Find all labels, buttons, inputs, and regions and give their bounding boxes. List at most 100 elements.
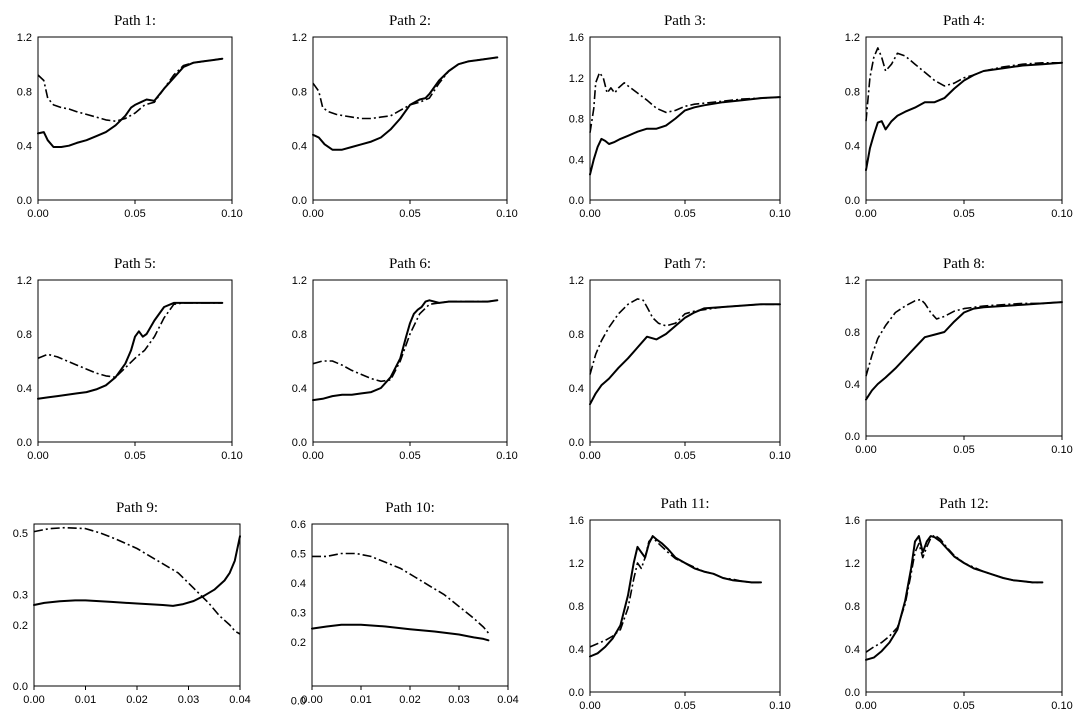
x-tick-label: 0.05 (674, 450, 695, 462)
x-tick-label: 0.10 (496, 208, 517, 220)
chart-title: Path 1: (114, 13, 156, 29)
y-tick-label: 0.0 (569, 437, 584, 449)
y-tick-label: 0.2 (13, 620, 28, 632)
chart-panel-path-4: Path 4: 0.0 0.4 0.8 1.2 0.00 0.05 0.10 (845, 13, 1073, 220)
y-tick-label: 0.0 (569, 687, 584, 699)
x-tick-label: 0.05 (124, 450, 145, 462)
y-tick-label: 0.0 (292, 437, 307, 449)
y-tick-label: 0.0 (845, 687, 860, 699)
chart-title: Path 9: (116, 500, 158, 516)
y-tick-label: 0.3 (291, 607, 306, 619)
y-tick-label: 1.6 (569, 515, 584, 527)
y-tick-label: 0.4 (569, 154, 584, 166)
plot-frame (312, 279, 508, 443)
y-tick-label: 0.0 (17, 195, 32, 207)
x-tick-label: 0.03 (178, 694, 199, 706)
x-tick-label: 0.10 (1051, 208, 1072, 220)
y-tick-label: 0.4 (845, 141, 860, 153)
y-tick-label: 0.3 (13, 589, 28, 601)
x-tick-label: 0.05 (674, 208, 695, 220)
dashdot-series-line (589, 536, 761, 648)
chart-title: Path 6: (389, 256, 431, 272)
dashdot-series-line (312, 299, 498, 383)
y-tick-label: 1.2 (569, 73, 584, 85)
dashdot-series-line (865, 47, 1062, 122)
x-tick-label: 0.10 (769, 450, 790, 462)
solid-series-line (589, 96, 781, 176)
y-tick-label: 0.4 (292, 141, 307, 153)
plot-frame (37, 36, 233, 201)
solid-series-line (865, 61, 1063, 172)
y-tick-label: 1.2 (845, 558, 860, 570)
y-tick-label: 0.4 (569, 644, 584, 656)
y-tick-label: 0.2 (291, 637, 306, 649)
solid-series-line (865, 301, 1063, 401)
x-tick-label: 0.00 (855, 208, 876, 220)
solid-series-line (33, 535, 241, 607)
y-tick-label: 1.2 (17, 32, 32, 44)
y-tick-label: 0.4 (845, 644, 860, 656)
x-tick-label: 0.00 (855, 700, 876, 712)
chart-title: Path 5: (114, 256, 156, 272)
x-tick-label: 0.10 (769, 208, 790, 220)
plot-frame (865, 519, 1063, 693)
chart-title: Path 11: (660, 496, 709, 512)
chart-panel-path-11: Path 11: 0.0 0.4 0.8 1.2 1.6 0.00 0.05 0.10 (569, 496, 791, 712)
chart-panel-path-7: Path 7: 0.0 0.4 0.8 1.2 0.00 0.05 0.10 (569, 256, 791, 462)
x-tick-label: 0.00 (301, 694, 322, 706)
plot-frame (311, 523, 509, 687)
y-tick-label: 0.5 (13, 528, 28, 540)
y-tick-label: 0.8 (845, 86, 860, 98)
x-tick-label: 0.02 (126, 694, 147, 706)
y-tick-label: 0.4 (845, 379, 860, 391)
chart-title: Path 7: (664, 256, 706, 272)
y-tick-label: 0.8 (569, 601, 584, 613)
solid-series-line (37, 57, 224, 148)
chart-panel-path-9: Path 9: 0.0 0.2 0.3 0.5 0.00 0.01 0.02 0.03 0.04 (13, 500, 251, 706)
dashdot-series-line (312, 552, 490, 634)
dashdot-series-line (589, 71, 781, 133)
x-tick-label: 0.00 (579, 208, 600, 220)
plot-frame (312, 36, 508, 201)
x-tick-label: 0.00 (579, 700, 600, 712)
y-tick-label: 1.2 (569, 558, 584, 570)
x-tick-label: 0.05 (124, 208, 145, 220)
x-tick-label: 0.02 (399, 694, 420, 706)
x-tick-label: 0.04 (229, 694, 250, 706)
plot-frame (589, 36, 781, 201)
y-tick-label: 0.0 (291, 696, 306, 708)
x-tick-label: 0.05 (674, 700, 695, 712)
x-tick-label: 0.05 (953, 444, 974, 456)
chart-panel-path-3: Path 3: 0.0 0.4 0.8 1.2 1.6 0.00 0.05 0.10 (569, 13, 791, 220)
chart-panel-path-10: Path 10: 0.0 0.2 0.3 0.4 0.5 0.6 0.00 0.01 0.02 0.… (291, 500, 519, 708)
x-tick-label: 0.10 (221, 208, 242, 220)
x-tick-label: 0.00 (27, 208, 48, 220)
y-tick-label: 0.8 (292, 329, 307, 341)
dashdot-series-line (33, 526, 241, 635)
y-tick-label: 1.2 (845, 275, 860, 287)
plot-frame (589, 519, 781, 693)
chart-panel-path-12: Path 12: 0.0 0.4 0.8 1.2 1.6 0.00 0.05 0.10 (845, 496, 1073, 712)
x-tick-label: 0.00 (302, 450, 323, 462)
chart-title: Path 2: (389, 13, 431, 29)
x-tick-label: 0.04 (497, 694, 518, 706)
y-tick-label: 0.4 (17, 141, 32, 153)
dashdot-series-line (37, 302, 223, 378)
x-tick-label: 0.10 (1051, 700, 1072, 712)
y-tick-label: 0.5 (291, 548, 306, 560)
y-tick-label: 1.2 (569, 275, 584, 287)
x-tick-label: 0.10 (769, 700, 790, 712)
chart-title: Path 10: (385, 500, 435, 516)
y-tick-label: 0.6 (291, 519, 306, 531)
y-tick-label: 1.6 (569, 32, 584, 44)
dashdot-series-line (37, 57, 223, 122)
chart-title: Path 12: (939, 496, 989, 512)
y-tick-label: 0.8 (845, 601, 860, 613)
x-tick-label: 0.10 (1051, 444, 1072, 456)
x-tick-label: 0.01 (350, 694, 371, 706)
chart-panel-path-8: Path 8: 0.0 0.4 0.8 1.2 0.00 0.05 0.10 (845, 256, 1073, 456)
x-tick-label: 0.00 (855, 444, 876, 456)
y-tick-label: 1.2 (845, 32, 860, 44)
chart-panel-path-1: Path 1: 0.0 0.4 0.8 1.2 0.00 0.05 0.10 (17, 13, 243, 220)
